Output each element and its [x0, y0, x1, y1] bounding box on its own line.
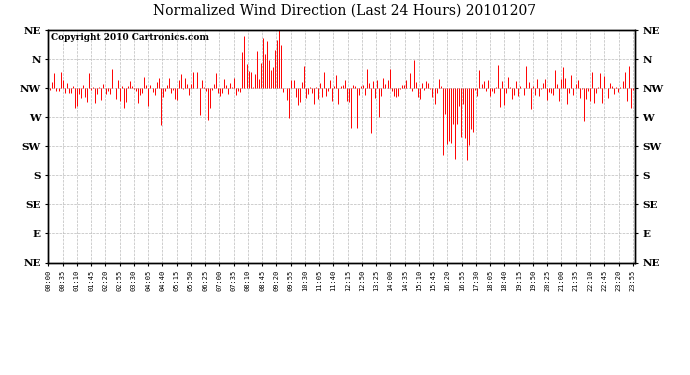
Text: Normalized Wind Direction (Last 24 Hours) 20101207: Normalized Wind Direction (Last 24 Hours…	[153, 4, 537, 18]
Text: Copyright 2010 Cartronics.com: Copyright 2010 Cartronics.com	[51, 33, 209, 42]
